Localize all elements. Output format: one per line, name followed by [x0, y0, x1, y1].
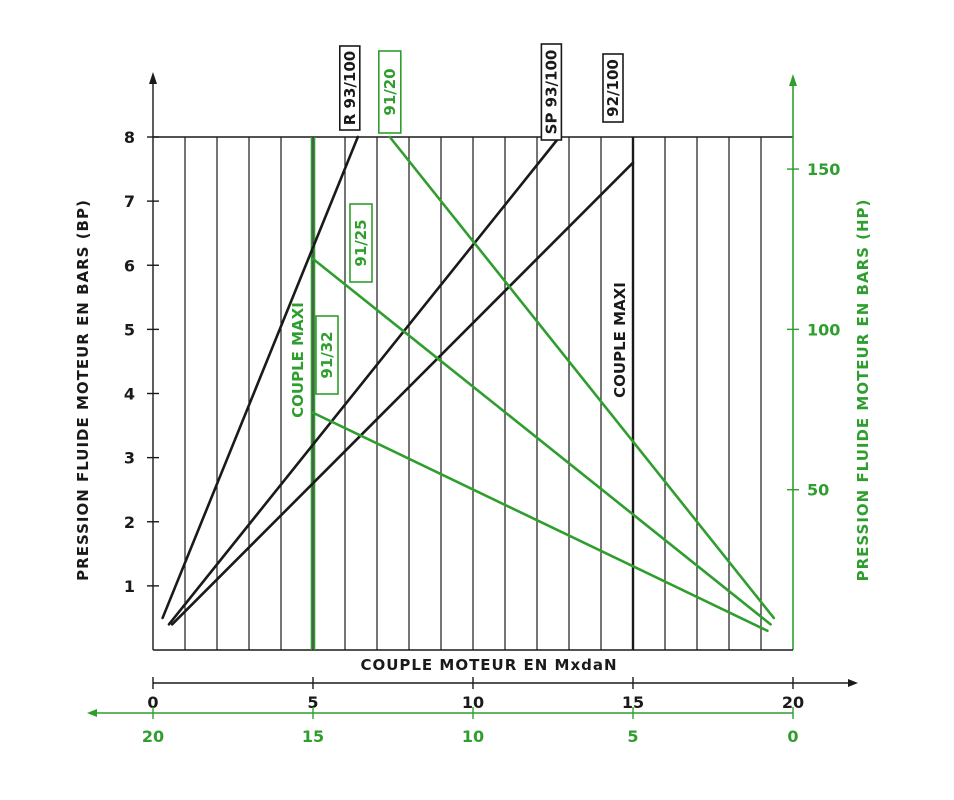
y-left-tick-label: 2 [124, 513, 135, 532]
y-left-tick-label: 5 [124, 320, 135, 339]
series-label-box [315, 315, 339, 395]
x-axis-black-arrow [848, 679, 858, 687]
x-black-tick-label: 10 [462, 693, 484, 712]
series-label: R 93/100 [338, 45, 361, 131]
x-green-tick-label: 5 [627, 727, 638, 746]
y-axis-left-arrow [149, 72, 157, 84]
x-green-tick-label: 0 [787, 727, 798, 746]
series-label-text: 91/32 [318, 331, 336, 378]
x-green-tick-label: 10 [462, 727, 484, 746]
x-black-tick-label: 15 [622, 693, 644, 712]
series-label-box [540, 43, 563, 141]
series-label-box [377, 50, 402, 134]
series-line [388, 135, 776, 620]
y-right-tick-label: 100 [807, 320, 840, 339]
series-label-text: SP 93/100 [542, 50, 560, 135]
x-axis-title: COUPLE MOTEUR EN MxdaN [360, 656, 617, 674]
series-label-text: 92/100 [604, 59, 622, 117]
y-left-tick-label: 4 [124, 385, 135, 404]
y-right-tick-label: 50 [807, 481, 829, 500]
series-line [311, 411, 769, 633]
y-left-tick-label: 1 [124, 577, 135, 596]
grid [153, 136, 793, 650]
series-label: SP 93/100 [540, 43, 563, 141]
series-line [311, 257, 772, 626]
x-green-tick-label: 20 [142, 727, 164, 746]
series-label: 91/20 [377, 50, 402, 134]
x-black-tick-label: 5 [307, 693, 318, 712]
series-lines [161, 135, 776, 650]
series-line [167, 135, 561, 626]
x-black-tick-label: 20 [782, 693, 804, 712]
y-axis-title-right: PRESSION FLUIDE MOTEUR EN BARS (HP) [854, 199, 872, 582]
series-label: 91/32 [315, 315, 339, 395]
series-label-text: 91/20 [381, 68, 399, 115]
y-left-tick-label: 8 [124, 128, 135, 147]
x-green-tick-label: 15 [302, 727, 324, 746]
series-label-text: 91/25 [352, 219, 370, 266]
series-label-text: R 93/100 [341, 51, 359, 125]
series-label-box [349, 203, 373, 283]
y-left-tick-label: 3 [124, 449, 135, 468]
y-axis-right-arrow [789, 74, 797, 86]
couple-maxi-label-green: COUPLE MAXI [289, 302, 307, 418]
series-line [170, 161, 635, 626]
series-label: 92/100 [602, 53, 624, 123]
couple-maxi-label-black: COUPLE MAXI [611, 282, 629, 398]
series-label-box [602, 53, 624, 123]
y-left-tick-label: 6 [124, 256, 135, 275]
y-left-tick-label: 7 [124, 192, 135, 211]
y-axis-title-left: PRESSION FLUIDE MOTEUR EN BARS (BP) [74, 199, 92, 581]
series-label-box [338, 45, 361, 131]
y-right-tick-label: 150 [807, 160, 840, 179]
series-label: 91/25 [349, 203, 373, 283]
x-black-tick-label: 0 [147, 693, 158, 712]
series-labels: COUPLE MAXI COUPLE MAXI R 93/100 SP 93/100 9… [289, 43, 629, 418]
series-line [161, 135, 360, 620]
x-axis-green-arrow [87, 709, 97, 717]
